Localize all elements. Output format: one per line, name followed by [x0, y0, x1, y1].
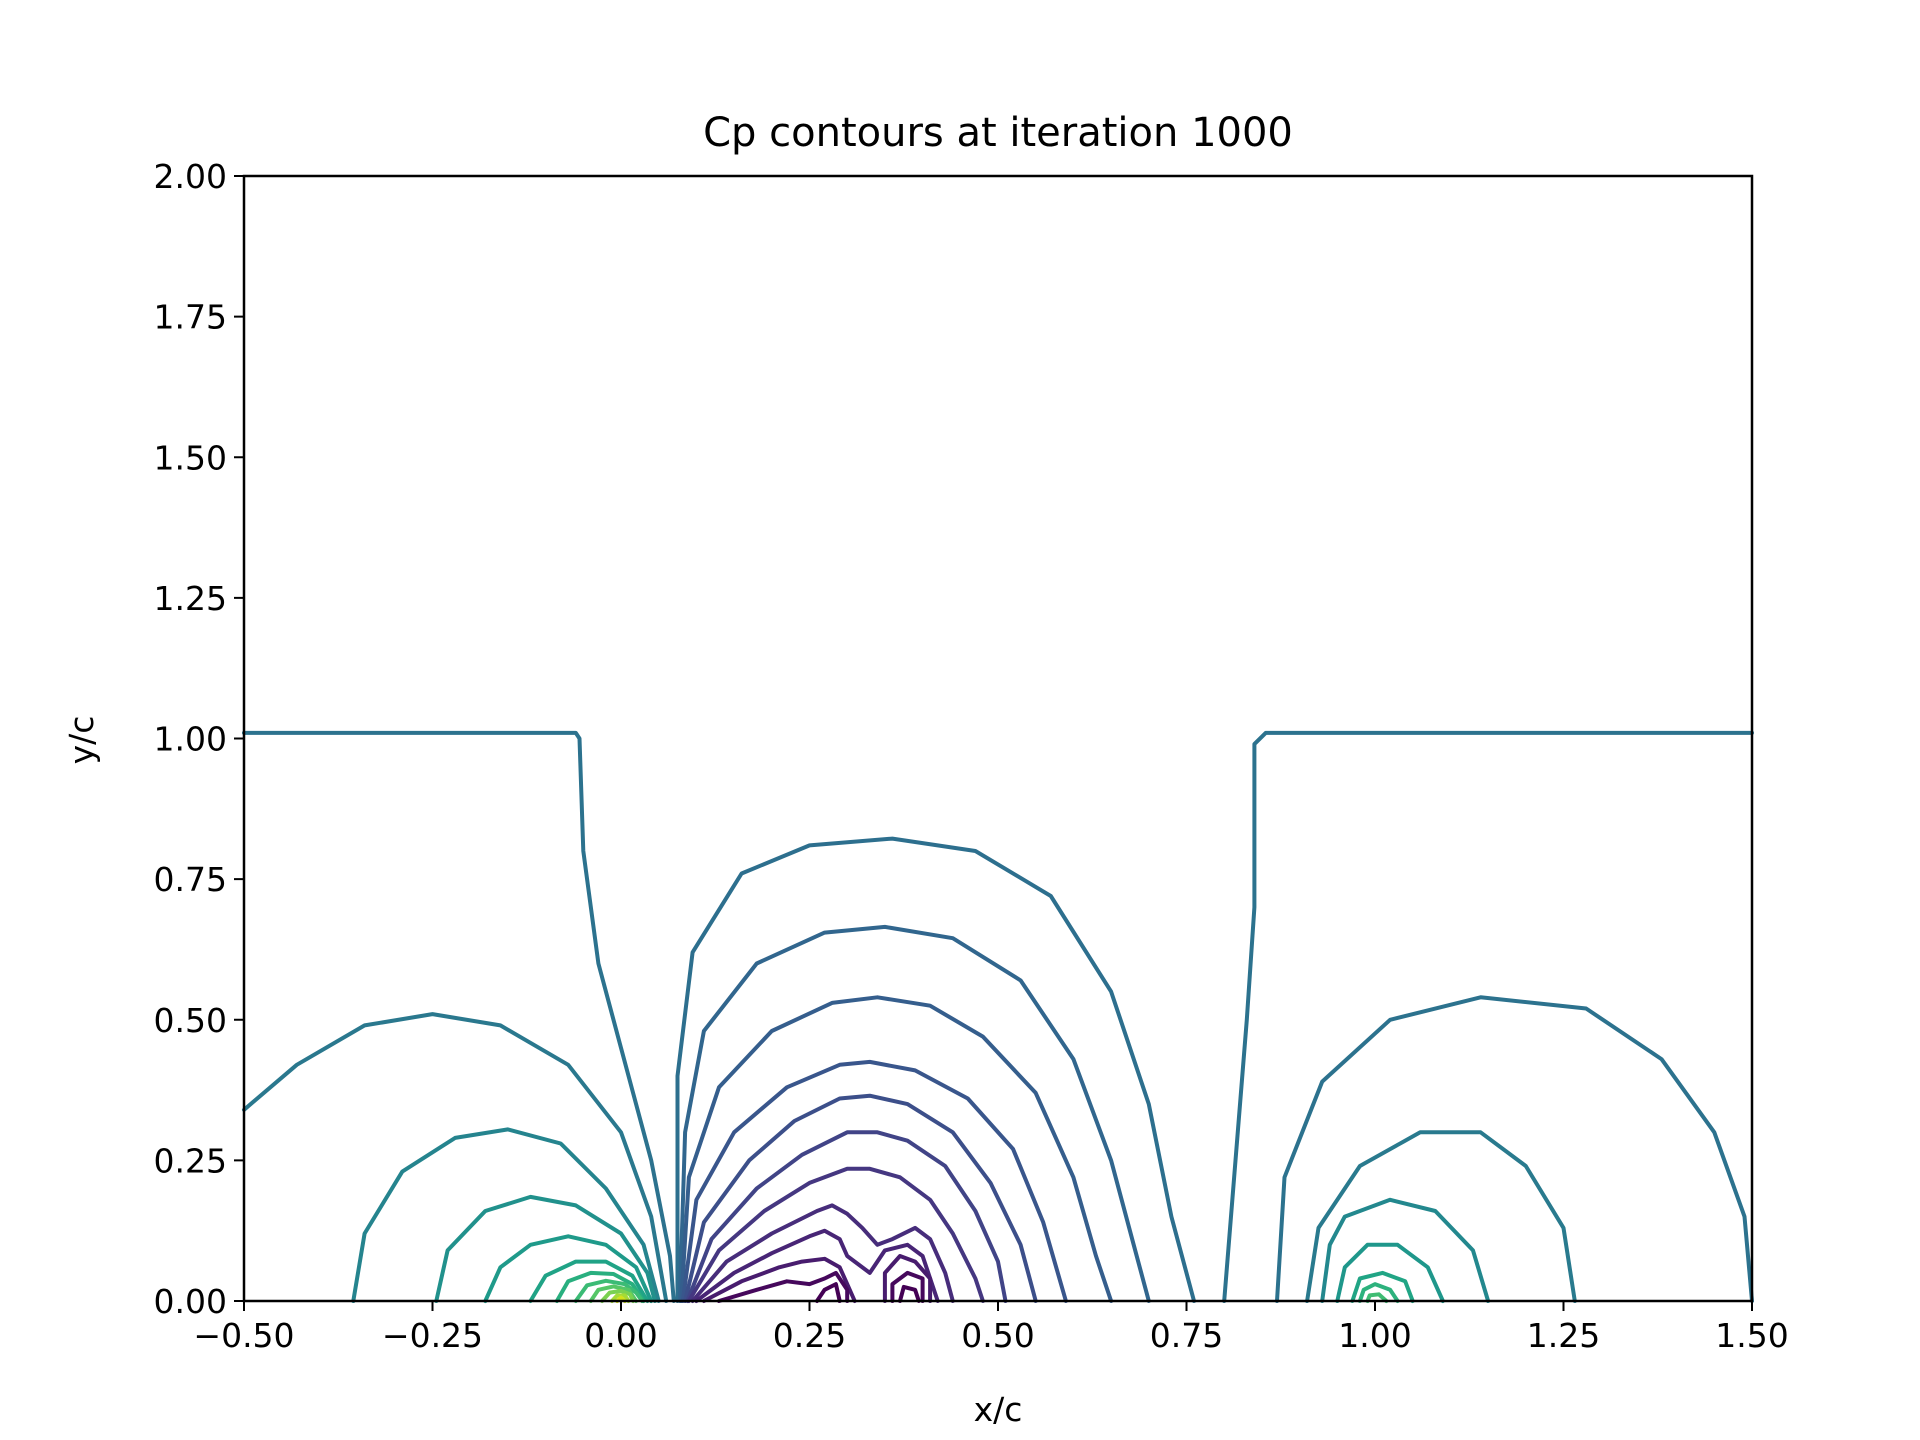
- y-tick-label: 2.00: [154, 157, 227, 196]
- contour-line-29: [1275, 995, 1754, 1303]
- y-axis-title: y/c: [62, 716, 101, 765]
- contour-line-35: [1365, 1292, 1389, 1303]
- x-tick-label: 0.25: [773, 1316, 846, 1355]
- y-tick-label: 0.50: [154, 1001, 227, 1040]
- x-tick-label: 1.25: [1527, 1316, 1600, 1355]
- x-tick-label: −0.25: [382, 1316, 483, 1355]
- contour-line-34: [1357, 1282, 1400, 1303]
- tick-layer: −0.50 −0.25 0.00 0.25 0.50 0.75 1.00 1.25 1.50 0.…: [154, 157, 1789, 1355]
- contour-line-18: [242, 1012, 669, 1303]
- contour-line-10: [690, 1203, 955, 1303]
- x-tick-label: 0.00: [584, 1316, 657, 1355]
- chart-title: Cp contours at iteration 1000: [703, 110, 1293, 156]
- x-tick-label: −0.50: [193, 1316, 294, 1355]
- contour-line-6: [680, 1059, 1068, 1303]
- y-tick-label: 0.75: [154, 860, 227, 899]
- contour-line-4: [677, 924, 1151, 1303]
- contour-layer: [242, 730, 1754, 1303]
- contour-line-5: [679, 995, 1114, 1303]
- contour-line-13: [882, 1254, 933, 1303]
- contour-line-26: [600, 1288, 636, 1303]
- contour-line-23: [554, 1270, 646, 1303]
- y-tick-label: 1.50: [154, 438, 227, 477]
- contour-line-1: [242, 730, 676, 1303]
- contour-line-30: [1305, 1130, 1577, 1303]
- contour-line-15: [890, 1270, 925, 1303]
- y-tick-label: 0.00: [154, 1282, 227, 1321]
- y-tick-label: 0.25: [154, 1141, 227, 1180]
- contour-line-21: [483, 1234, 654, 1303]
- contour-line-27: [610, 1293, 631, 1303]
- x-tick-label: 0.50: [961, 1316, 1034, 1355]
- y-tick-label: 1.75: [154, 298, 227, 337]
- contour-line-24: [573, 1278, 645, 1303]
- contour-line-7: [683, 1093, 1038, 1303]
- contour-line-14: [717, 1270, 850, 1303]
- x-tick-label: 1.50: [1715, 1316, 1788, 1355]
- contour-line-3: [675, 836, 1196, 1303]
- x-axis-title: x/c: [974, 1390, 1023, 1429]
- contour-line-17: [898, 1284, 921, 1303]
- contour-line-20: [434, 1194, 657, 1303]
- contour-line-8: [685, 1130, 1008, 1303]
- contour-line-19: [351, 1127, 661, 1303]
- contour-line-11: [694, 1228, 940, 1303]
- contour-line-12: [701, 1256, 857, 1303]
- y-tick-label: 1.25: [154, 579, 227, 618]
- contour-line-33: [1350, 1270, 1415, 1303]
- contour-line-22: [528, 1259, 650, 1303]
- contour-line-32: [1335, 1242, 1445, 1303]
- contour-line-9: [686, 1166, 985, 1303]
- x-tick-label: 0.75: [1150, 1316, 1223, 1355]
- plot-frame: [242, 174, 1754, 1303]
- contour-line-16: [815, 1282, 842, 1303]
- x-tick-label: 1.00: [1338, 1316, 1411, 1355]
- contour-line-2: [1222, 730, 1754, 1303]
- y-tick-label: 1.00: [154, 720, 227, 759]
- contour-line-31: [1320, 1197, 1491, 1303]
